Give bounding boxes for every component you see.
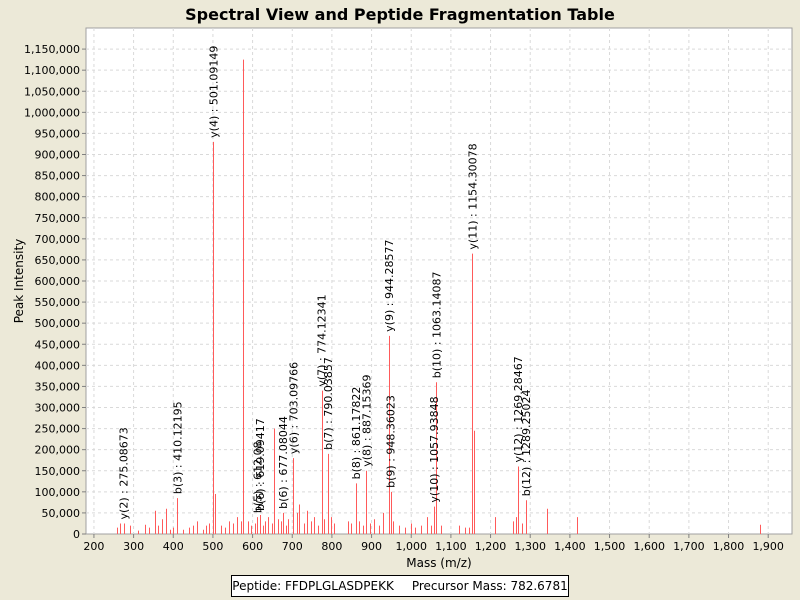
- x-tick-label: 1,900: [752, 540, 784, 553]
- y-tick-label: 400,000: [35, 359, 81, 372]
- x-tick-label: 500: [202, 540, 223, 553]
- peak-labels-layer: y(2) : 275.08673 b(3) : 410.12195 y(4) : 5…: [118, 46, 533, 520]
- x-tick-label: 1,300: [514, 540, 546, 553]
- x-tick-label: 1,100: [435, 540, 467, 553]
- x-tick-label: 300: [123, 540, 144, 553]
- peak-annotation: b(3) : 410.12195: [171, 401, 184, 494]
- y-tick-label: 800,000: [35, 191, 81, 204]
- y-tick-label: 700,000: [35, 233, 81, 246]
- y-tick-label: 350,000: [35, 380, 81, 393]
- x-tick-label: 1,800: [713, 540, 745, 553]
- y-tick-label: 600,000: [35, 275, 81, 288]
- chart-title: Spectral View and Peptide Fragmentation …: [185, 5, 615, 24]
- y-tick-label: 900,000: [35, 149, 81, 162]
- x-tick-label: 200: [83, 540, 104, 553]
- peak-annotation: b(5) : 612.08: [251, 441, 264, 513]
- peak-annotation: y(11) : 1154.30078: [466, 143, 479, 249]
- peak-annotation: b(10) : 1063.14087: [430, 271, 443, 378]
- peptide-label: Peptide: FFDPLGLASDPEKK: [232, 579, 394, 593]
- y-tick-label: 50,000: [42, 507, 81, 520]
- y-tick-label: 1,100,000: [24, 64, 80, 77]
- peak-annotation: b(8) : 861.17822: [350, 387, 363, 480]
- y-tick-label: 200,000: [35, 444, 81, 457]
- axes-layer: 0 50,000 100,000 150,000 200,000 250,000 300,0…: [24, 43, 784, 553]
- y-tick-label: 150,000: [35, 465, 81, 478]
- peak-annotation: y(6) : 703.09766: [287, 362, 300, 454]
- x-tick-label: 600: [242, 540, 263, 553]
- peak-annotation: y(2) : 275.08673: [118, 427, 131, 519]
- x-tick-label: 1,600: [633, 540, 665, 553]
- x-tick-label: 1,400: [554, 540, 586, 553]
- x-tick-label: 400: [163, 540, 184, 553]
- y-tick-label: 950,000: [35, 127, 81, 140]
- peak-annotation: y(9) : 944.28577: [383, 240, 396, 332]
- y-tick-label: 1,000,000: [24, 106, 80, 119]
- y-tick-label: 650,000: [35, 254, 81, 267]
- peak-annotation: b(6) : 677.08044: [277, 416, 290, 509]
- y-tick-label: 500,000: [35, 317, 81, 330]
- x-tick-label: 700: [282, 540, 303, 553]
- peak-annotation: y(7) : 774.12341: [316, 294, 329, 386]
- y-tick-label: 850,000: [35, 170, 81, 183]
- peak-annotation: y(8) : 887.15369: [360, 374, 373, 466]
- y-tick-label: 300,000: [35, 402, 81, 415]
- y-tick-label: 100,000: [35, 486, 81, 499]
- grid-layer: [86, 28, 792, 534]
- peak-annotation: b(6) : 619.09417: [254, 418, 267, 511]
- peak-annotation: b(9) : 948.36023: [385, 395, 398, 488]
- y-tick-label: 550,000: [35, 296, 81, 309]
- x-tick-label: 900: [361, 540, 382, 553]
- y-axis-label: Peak Intensity: [12, 239, 26, 324]
- y-tick-label: 1,150,000: [24, 43, 80, 56]
- y-tick-label: 750,000: [35, 212, 81, 225]
- x-tick-label: 1,000: [395, 540, 427, 553]
- peak-annotation: y(10) : 1057.93848: [428, 396, 441, 502]
- x-tick-label: 800: [321, 540, 342, 553]
- y-tick-label: 0: [73, 528, 80, 541]
- peaks-layer: [117, 59, 761, 534]
- x-tick-label: 1,200: [475, 540, 507, 553]
- peak-annotation: b(7) : 790.03857: [322, 357, 335, 450]
- precursor-mass-label: Precursor Mass: 782.6781: [411, 579, 568, 593]
- y-tick-label: 250,000: [35, 423, 81, 436]
- y-tick-label: 1,050,000: [24, 85, 80, 98]
- x-tick-label: 1,700: [673, 540, 705, 553]
- x-axis-label: Mass (m/z): [406, 556, 471, 570]
- peak-annotation: b(12) : 1289.25024: [520, 390, 533, 497]
- y-tick-label: 450,000: [35, 338, 81, 351]
- peak-annotation: y(4) : 501.09149: [207, 46, 220, 138]
- peak-annotation: y(12) : 1269.28467: [512, 356, 525, 462]
- peptide-info-box: Peptide: FFDPLGLASDPEKK Precursor Mass: …: [231, 575, 569, 597]
- x-tick-label: 1,500: [594, 540, 626, 553]
